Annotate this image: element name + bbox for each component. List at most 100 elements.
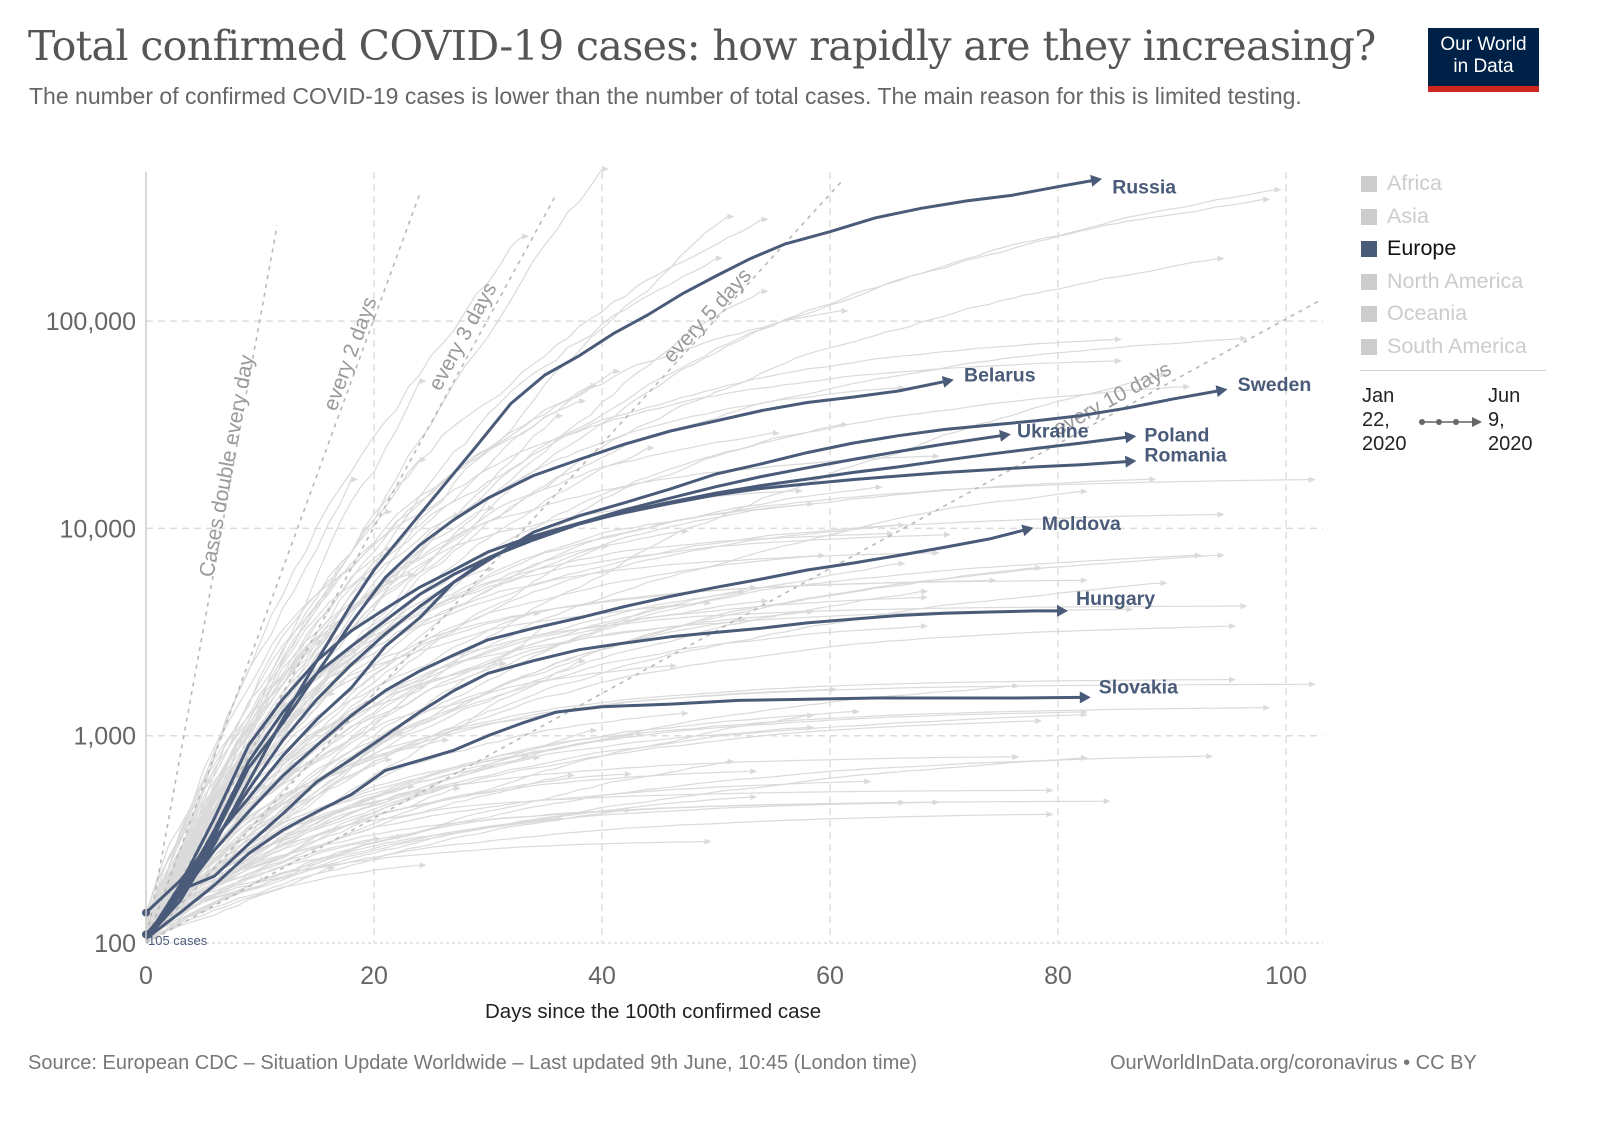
country-label-slovakia: Slovakia: [1099, 676, 1178, 698]
timeline-end-date[interactable]: Jun 9, 2020: [1488, 384, 1533, 456]
background-line-arrow: [1080, 488, 1088, 495]
background-line-arrow: [385, 577, 393, 584]
background-line-arrow: [807, 609, 815, 616]
background-line-arrow: [419, 683, 427, 690]
background-line-arrow: [1240, 335, 1248, 342]
background-line-arrow: [1012, 753, 1020, 760]
background-country-line: [145, 338, 1116, 938]
background-country-line: [145, 625, 1230, 936]
legend-item-north-america[interactable]: North America: [1360, 266, 1527, 299]
start-annotation: 105 cases: [148, 933, 208, 948]
y-tick-label: 10,000: [60, 515, 136, 543]
background-country-line: [145, 524, 899, 942]
background-country-line: [145, 486, 876, 941]
background-line-arrow: [670, 662, 678, 669]
timeline-control[interactable]: Jan 22, 2020 Jun 9, 2020: [1360, 384, 1550, 464]
background-country-line: [145, 757, 1081, 933]
background-line-arrow: [385, 546, 393, 553]
country-label-ukraine: Ukraine: [1017, 421, 1089, 443]
background-line-arrow: [647, 445, 655, 452]
background-line-arrow: [362, 575, 370, 582]
background-line-arrow: [750, 794, 758, 801]
background-line-arrow: [761, 216, 769, 223]
background-line-arrow: [260, 782, 267, 789]
background-country-line: [145, 800, 1104, 940]
footer: Source: European CDC – Situation Update …: [28, 1052, 1477, 1075]
background-line-arrow: [807, 712, 815, 719]
credit-link[interactable]: OurWorldInData.org/coronavirus • CC BY: [1110, 1052, 1477, 1074]
legend-item-asia[interactable]: Asia: [1360, 201, 1527, 234]
background-line-arrow: [841, 307, 849, 314]
timeline-start-date[interactable]: Jan 22, 2020: [1362, 384, 1407, 456]
background-country-line: [145, 548, 386, 921]
background-line-arrow: [704, 838, 712, 845]
legend-swatch: [1361, 306, 1377, 322]
doubling-guide-line: [145, 299, 1321, 944]
logo-accent-bar: [1428, 86, 1539, 92]
background-line-arrow: [1035, 564, 1043, 571]
background-line-arrow: [1206, 753, 1214, 760]
background-country-line: [145, 780, 865, 925]
owid-logo[interactable]: Our World in Data: [1428, 28, 1539, 92]
legend-item-south-america[interactable]: South America: [1360, 331, 1527, 364]
legend-label: Africa: [1387, 171, 1442, 195]
country-line-arrow: [1057, 604, 1068, 617]
background-line-arrow: [1229, 623, 1236, 630]
logo-line-2: in Data: [1453, 56, 1514, 77]
background-country-lines: [145, 166, 1316, 944]
chart-title: Total confirmed COVID-19 cases: how rapi…: [28, 22, 1376, 70]
country-line-arrow: [1090, 174, 1103, 187]
background-line-arrow: [419, 456, 427, 463]
background-line-arrow: [1149, 476, 1157, 483]
background-line-arrow: [716, 255, 723, 262]
background-line-arrow: [921, 594, 929, 601]
legend-item-oceania[interactable]: Oceania: [1360, 298, 1527, 331]
timeline-end-month: Jun: [1488, 385, 1521, 407]
background-line-arrow: [590, 382, 598, 389]
background-line-arrow: [750, 768, 758, 775]
background-line-arrow: [419, 862, 427, 869]
background-line-arrow: [1103, 798, 1111, 805]
country-line-arrow: [1125, 455, 1137, 468]
background-line-arrow: [989, 577, 997, 584]
legend-item-africa[interactable]: Africa: [1360, 168, 1527, 201]
background-line-arrow: [453, 782, 461, 789]
doubling-guide-label: every 2 days: [319, 294, 382, 414]
country-line-romania: [144, 460, 1127, 940]
legend-label: South America: [1387, 333, 1527, 358]
x-tick-label: 100: [1265, 962, 1307, 990]
country-label-russia: Russia: [1112, 177, 1176, 199]
background-line-arrow: [681, 710, 689, 717]
background-line-arrow: [522, 752, 530, 759]
background-country-line: [145, 784, 454, 934]
timeline-start-month: Jan: [1362, 385, 1395, 407]
background-country-line: [145, 720, 1036, 936]
background-line-arrow: [944, 531, 951, 538]
background-line-arrow: [1194, 552, 1202, 559]
legend-item-europe[interactable]: Europe: [1360, 233, 1527, 266]
background-line-arrow: [852, 708, 860, 715]
background-line-arrow: [875, 484, 883, 491]
doubling-guide-line: [145, 193, 558, 944]
background-line-arrow: [1046, 811, 1054, 818]
background-line-arrow: [488, 505, 495, 512]
logo-line-1: Our World: [1440, 34, 1527, 55]
doubling-guide-label: Cases double every day: [195, 353, 258, 579]
doubling-guide-label: every 3 days: [424, 279, 501, 394]
background-line-arrow: [328, 690, 336, 697]
background-country-line: [145, 479, 1309, 936]
background-country-line: [145, 587, 751, 934]
legend-label: Asia: [1387, 203, 1429, 228]
country-line-arrow: [1215, 385, 1228, 398]
background-country-line: [145, 867, 329, 942]
background-country-line: [145, 841, 705, 926]
legend-swatch: [1361, 338, 1377, 355]
background-country-line: [145, 712, 682, 924]
x-axis-label: Days since the 100th confirmed case: [485, 1000, 822, 1023]
background-line-arrow: [807, 724, 815, 731]
country-line-arrow: [941, 376, 954, 388]
country-line-moldova: [144, 528, 1025, 940]
background-country-line: [145, 554, 1195, 922]
background-line-arrow: [727, 213, 735, 220]
